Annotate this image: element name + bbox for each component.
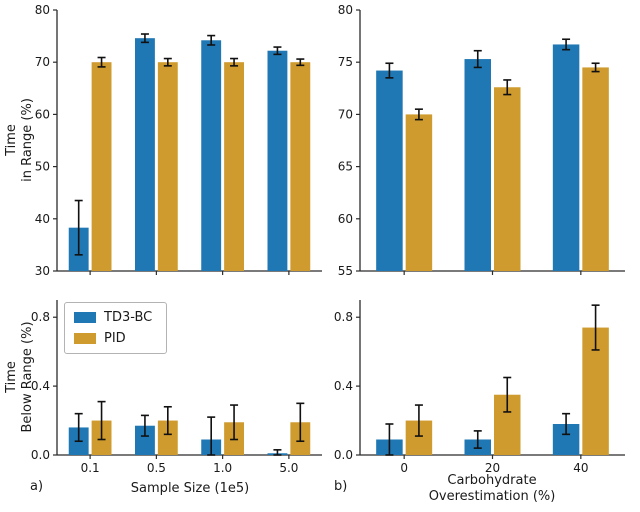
legend-label-pid: PID [104,331,126,346]
bar-pid-0.5 [157,62,178,272]
bar-pid-20 [494,87,521,271]
legend-item-pid: PID [74,332,152,345]
bar-pid-40 [582,67,609,271]
bar-td3bc-0.5 [135,425,155,455]
legend-label-td3bc: TD3-BC [104,310,153,325]
bar-pid-1.0 [224,62,244,272]
bar-td3bc-40 [552,44,580,272]
y-tick-label: 50 [35,160,50,174]
y-tick-label: 75 [338,55,353,69]
y-axis-label-time-in-range: Time in Range (%) [4,98,37,182]
legend-swatch-pid [74,333,96,344]
x-tick-label: 1.0 [213,461,232,475]
bar-pid-0.1 [91,62,112,272]
x-axis-label-line: Sample Size (1e5) [130,480,250,496]
y-tick-label: 55 [338,264,353,278]
y-tick-label: 65 [338,160,353,174]
y-tick-label: 0.0 [31,448,50,462]
y-tick-label: 70 [35,55,50,69]
x-tick-label: 20 [485,461,500,475]
bar-td3bc-0 [376,70,403,271]
bar-td3bc-5.0 [267,50,288,271]
y-tick-label: 70 [338,107,353,121]
y-axis-label-line: Below Range (%) [20,321,35,433]
panel-label-b: b) [334,479,348,494]
bar-pid-0 [405,114,433,272]
x-tick-label: 40 [573,461,588,475]
y-tick-label: 80 [338,3,353,17]
y-tick-label: 30 [35,264,50,278]
y-tick-label: 0.8 [31,310,50,324]
y-tick-label: 60 [338,212,353,226]
bar-pid-5.0 [290,62,311,272]
y-axis-label-line: in Range (%) [20,98,35,182]
x-tick-label: 0.5 [147,461,166,475]
x-axis-label-sample-size: Sample Size (1e5) [131,481,249,497]
panel-label-a: a) [30,479,44,494]
bar-pid-0.5 [157,420,178,455]
x-axis-label-line: Carbohydrate [447,472,537,488]
y-axis-label-time-below-range: Time Below Range (%) [4,321,37,432]
bar-td3bc-20 [464,59,491,272]
y-tick-label: 0.4 [31,379,50,393]
x-tick-label: 0.1 [81,461,100,475]
y-tick-label: 0.0 [334,448,353,462]
x-axis-label-line: Overestimation (%) [428,489,556,504]
y-tick-label: 0.4 [334,379,353,393]
bar-td3bc-0.5 [135,38,155,271]
x-axis-label-carb-overestimation: Carbohydrate Overestimation (%) [429,473,556,506]
y-axis-label-line: Time [3,124,19,156]
x-tick-label: 5.0 [279,461,298,475]
x-tick-label: 0 [400,461,408,475]
legend-swatch-td3bc [74,312,96,323]
y-tick-label: 80 [35,3,50,17]
y-tick-label: 0.8 [334,310,353,324]
y-tick-label: 40 [35,212,50,226]
y-tick-label: 60 [35,107,50,121]
legend: TD3-BC PID [64,302,168,354]
bar-td3bc-1.0 [201,40,222,271]
legend-item-td3bc: TD3-BC [74,311,152,324]
y-axis-label-line: Time [3,361,19,393]
